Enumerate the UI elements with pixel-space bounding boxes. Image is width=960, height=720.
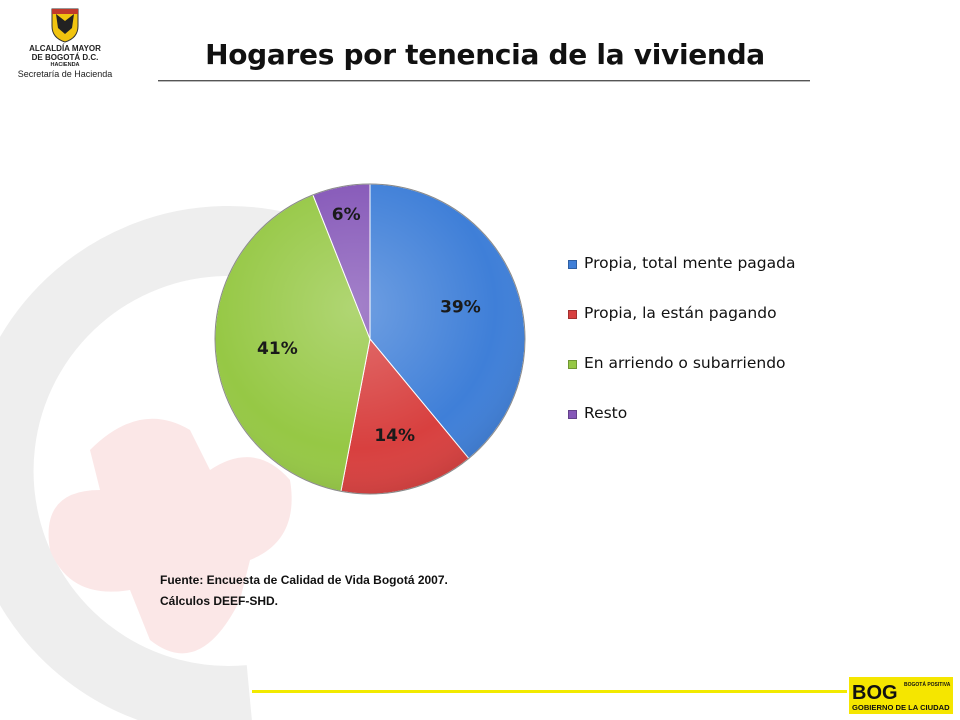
coat-of-arms-icon (51, 8, 79, 43)
legend-label: Propia, total mente pagada (584, 254, 796, 272)
legend-label: En arriendo o subarriendo (584, 354, 786, 372)
source-line-2: Cálculos DEEF-SHD. (160, 594, 279, 608)
legend-swatch (568, 260, 577, 269)
legend-swatch (568, 310, 577, 319)
alcaldia-logo: ALCALDÍA MAYOR DE BOGOTÁ D.C. HACIENDA S… (6, 6, 124, 92)
footer-yellow-rule (252, 690, 847, 693)
logo-line-2: DE BOGOTÁ D.C. (31, 53, 99, 62)
legend-swatch (568, 360, 577, 369)
pie-data-label: 14% (374, 426, 415, 446)
logo-line-4: Secretaría de Hacienda (17, 69, 113, 79)
logo-line-1: ALCALDÍA MAYOR (29, 44, 101, 53)
page-title: Hogares por tenencia de la vivienda (205, 38, 765, 71)
legend-swatch (568, 410, 577, 419)
pie-data-label: 6% (332, 205, 361, 225)
title-divider (158, 80, 810, 81)
source-note: Fuente: Encuesta de Calidad de Vida Bogo… (160, 570, 448, 612)
pie-shading (214, 183, 526, 495)
pie-data-label: 39% (440, 297, 481, 317)
legend-label: Propia, la están pagando (584, 304, 777, 322)
logo-line-3: HACIENDA (50, 62, 80, 68)
legend-label: Resto (584, 404, 628, 422)
logo-footer-text: GOBIERNO DE LA CIUDAD (852, 703, 950, 712)
source-line-1: Fuente: Encuesta de Calidad de Vida Bogo… (160, 573, 448, 587)
pie-data-label: 41% (257, 339, 298, 359)
background-cross (48, 418, 292, 654)
bogota-positiva-logo: BOG BOGOTÁ POSITIVA GOBIERNO DE LA CIUDA… (849, 677, 953, 714)
logo-mark: BOG (852, 682, 898, 704)
logo-tagline: BOGOTÁ POSITIVA (904, 681, 951, 688)
